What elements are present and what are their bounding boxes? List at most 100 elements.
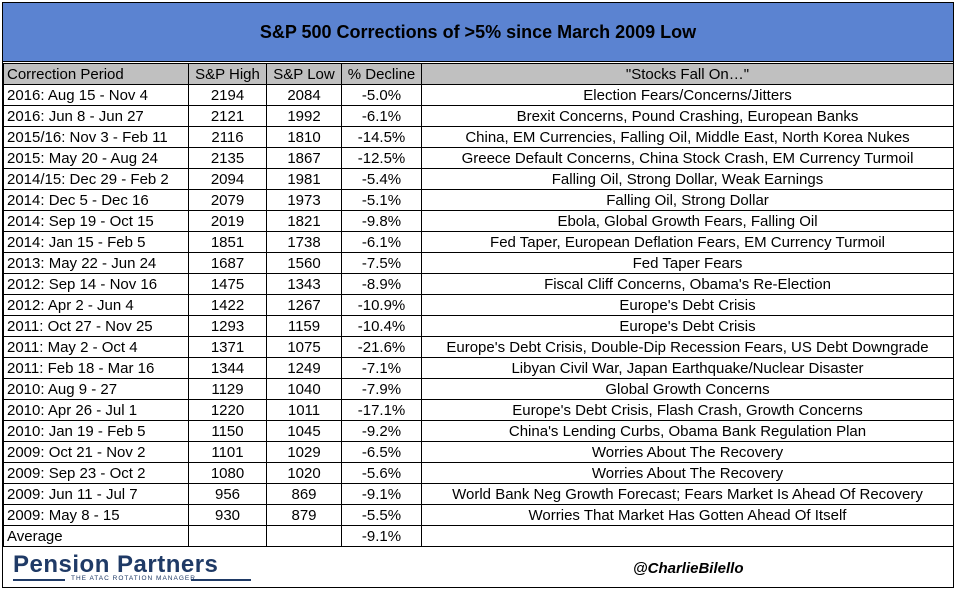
cell-sp-high: 1101 xyxy=(188,441,267,463)
cell-correction-period: 2016: Jun 8 - Jun 27 xyxy=(3,105,189,127)
table-row: 2009: Jun 11 - Jul 7 956 869 -9.1% World Ban… xyxy=(3,483,954,505)
cell-stocks-fall-on: Fiscal Cliff Concerns, Obama's Re-Electi… xyxy=(421,273,954,295)
cell-sp-high: 1080 xyxy=(188,462,267,484)
cell-percent-decline: -7.5% xyxy=(341,252,422,274)
cell-sp-high: 1293 xyxy=(188,315,267,337)
table-row: 2015: May 20 - Aug 24 2135 1867 -12.5% Greec… xyxy=(3,147,954,169)
cell-stocks-fall-on: China, EM Currencies, Falling Oil, Middl… xyxy=(421,126,954,148)
cell-percent-decline: -6.5% xyxy=(341,441,422,463)
table-row: 2016: Jun 8 - Jun 27 2121 1992 -6.1% Brexit … xyxy=(3,105,954,127)
cell-sp-low: 1810 xyxy=(266,126,342,148)
header-row: Correction Period S&P High S&P Low % Dec… xyxy=(3,63,954,85)
cell-stocks-fall-on: Worries About The Recovery xyxy=(421,462,954,484)
cell-sp-low: 1159 xyxy=(266,315,342,337)
cell-correction-period: 2012: Sep 14 - Nov 16 xyxy=(3,273,189,295)
cell-sp-low: 1029 xyxy=(266,441,342,463)
cell-sp-low: 1973 xyxy=(266,189,342,211)
pension-partners-logo: Pension Partners THE ATAC ROTATION MANAG… xyxy=(13,551,253,587)
cell-correction-period: 2012: Apr 2 - Jun 4 xyxy=(3,294,189,316)
cell-correction-period: 2014: Dec 5 - Dec 16 xyxy=(3,189,189,211)
cell-percent-decline: -7.1% xyxy=(341,357,422,379)
cell-percent-decline: -5.4% xyxy=(341,168,422,190)
cell-percent-decline: -5.0% xyxy=(341,84,422,106)
cell-percent-decline: -6.1% xyxy=(341,105,422,127)
twitter-handle: @CharlieBilello xyxy=(633,560,744,577)
cell-correction-period: 2014: Jan 15 - Feb 5 xyxy=(3,231,189,253)
cell-stocks-fall-on: Worries About The Recovery xyxy=(421,441,954,463)
table-row: 2014: Sep 19 - Oct 15 2019 1821 -9.8% Ebola,… xyxy=(3,210,954,232)
table-row: 2011: Oct 27 - Nov 25 1293 1159 -10.4% Europ… xyxy=(3,315,954,337)
cell-sp-low: 1267 xyxy=(266,294,342,316)
table-row: 2010: Jan 19 - Feb 5 1150 1045 -9.2% China's… xyxy=(3,420,954,442)
cell-sp-low: 1738 xyxy=(266,231,342,253)
cell-sp-low: 869 xyxy=(266,483,342,505)
cell-sp-high: 2194 xyxy=(188,84,267,106)
cell-stocks-fall-on: Fed Taper Fears xyxy=(421,252,954,274)
cell-sp-high: 1371 xyxy=(188,336,267,358)
cell-stocks-fall-on: Europe's Debt Crisis xyxy=(421,294,954,316)
average-row: Average -9.1% xyxy=(3,525,954,547)
cell-sp-low: 1075 xyxy=(266,336,342,358)
cell-sp-low: 1867 xyxy=(266,147,342,169)
cell-percent-decline: -10.4% xyxy=(341,315,422,337)
table-row: 2010: Aug 9 - 27 1129 1040 -7.9% Global Grow… xyxy=(3,378,954,400)
average-label: Average xyxy=(3,525,189,547)
cell-percent-decline: -10.9% xyxy=(341,294,422,316)
cell-stocks-fall-on: Greece Default Concerns, China Stock Cra… xyxy=(421,147,954,169)
table-row: 2015/16: Nov 3 - Feb 11 2116 1810 -14.5% Chi… xyxy=(3,126,954,148)
cell-percent-decline: -9.2% xyxy=(341,420,422,442)
cell-stocks-fall-on: Falling Oil, Strong Dollar, Weak Earning… xyxy=(421,168,954,190)
corrections-table: Correction Period S&P High S&P Low % Dec… xyxy=(3,63,954,547)
cell-stocks-fall-on: Worries That Market Has Gotten Ahead Of … xyxy=(421,504,954,526)
cell-sp-high: 1687 xyxy=(188,252,267,274)
average-empty-cell xyxy=(421,525,954,547)
cell-percent-decline: -5.1% xyxy=(341,189,422,211)
table-row: 2012: Apr 2 - Jun 4 1422 1267 -10.9% Europe'… xyxy=(3,294,954,316)
cell-sp-high: 2094 xyxy=(188,168,267,190)
cell-stocks-fall-on: Fed Taper, European Deflation Fears, EM … xyxy=(421,231,954,253)
cell-stocks-fall-on: Europe's Debt Crisis xyxy=(421,315,954,337)
cell-sp-high: 2135 xyxy=(188,147,267,169)
cell-correction-period: 2015/16: Nov 3 - Feb 11 xyxy=(3,126,189,148)
cell-sp-high: 1475 xyxy=(188,273,267,295)
logo-text: Pension Partners xyxy=(13,551,219,578)
cell-sp-low: 1040 xyxy=(266,378,342,400)
cell-stocks-fall-on: Ebola, Global Growth Fears, Falling Oil xyxy=(421,210,954,232)
cell-sp-low: 1020 xyxy=(266,462,342,484)
cell-sp-low: 2084 xyxy=(266,84,342,106)
cell-sp-low: 1981 xyxy=(266,168,342,190)
header-sp-high: S&P High xyxy=(188,63,267,85)
cell-sp-low: 1343 xyxy=(266,273,342,295)
table-row: 2013: May 22 - Jun 24 1687 1560 -7.5% Fed Ta… xyxy=(3,252,954,274)
cell-sp-high: 2116 xyxy=(188,126,267,148)
cell-percent-decline: -21.6% xyxy=(341,336,422,358)
cell-sp-high: 2019 xyxy=(188,210,267,232)
table-row: 2009: Sep 23 - Oct 2 1080 1020 -5.6% Worries… xyxy=(3,462,954,484)
cell-percent-decline: -8.9% xyxy=(341,273,422,295)
table-row: 2014/15: Dec 29 - Feb 2 2094 1981 -5.4% Fall… xyxy=(3,168,954,190)
cell-sp-low: 1011 xyxy=(266,399,342,421)
cell-correction-period: 2009: Oct 21 - Nov 2 xyxy=(3,441,189,463)
cell-stocks-fall-on: Brexit Concerns, Pound Crashing, Europea… xyxy=(421,105,954,127)
cell-percent-decline: -5.6% xyxy=(341,462,422,484)
cell-stocks-fall-on: Europe's Debt Crisis, Double-Dip Recessi… xyxy=(421,336,954,358)
average-empty-cell xyxy=(188,525,267,547)
cell-correction-period: 2009: Jun 11 - Jul 7 xyxy=(3,483,189,505)
cell-percent-decline: -9.1% xyxy=(341,483,422,505)
cell-sp-high: 1150 xyxy=(188,420,267,442)
cell-stocks-fall-on: Election Fears/Concerns/Jitters xyxy=(421,84,954,106)
cell-percent-decline: -6.1% xyxy=(341,231,422,253)
cell-sp-low: 1821 xyxy=(266,210,342,232)
cell-correction-period: 2015: May 20 - Aug 24 xyxy=(3,147,189,169)
table-row: 2011: May 2 - Oct 4 1371 1075 -21.6% Europe'… xyxy=(3,336,954,358)
cell-sp-high: 2079 xyxy=(188,189,267,211)
cell-sp-low: 1560 xyxy=(266,252,342,274)
cell-sp-low: 879 xyxy=(266,504,342,526)
cell-stocks-fall-on: Europe's Debt Crisis, Flash Crash, Growt… xyxy=(421,399,954,421)
cell-sp-high: 930 xyxy=(188,504,267,526)
cell-percent-decline: -9.8% xyxy=(341,210,422,232)
header-stocks-fall-on: "Stocks Fall On…" xyxy=(421,63,954,85)
cell-sp-high: 1422 xyxy=(188,294,267,316)
cell-correction-period: 2011: May 2 - Oct 4 xyxy=(3,336,189,358)
cell-sp-high: 2121 xyxy=(188,105,267,127)
